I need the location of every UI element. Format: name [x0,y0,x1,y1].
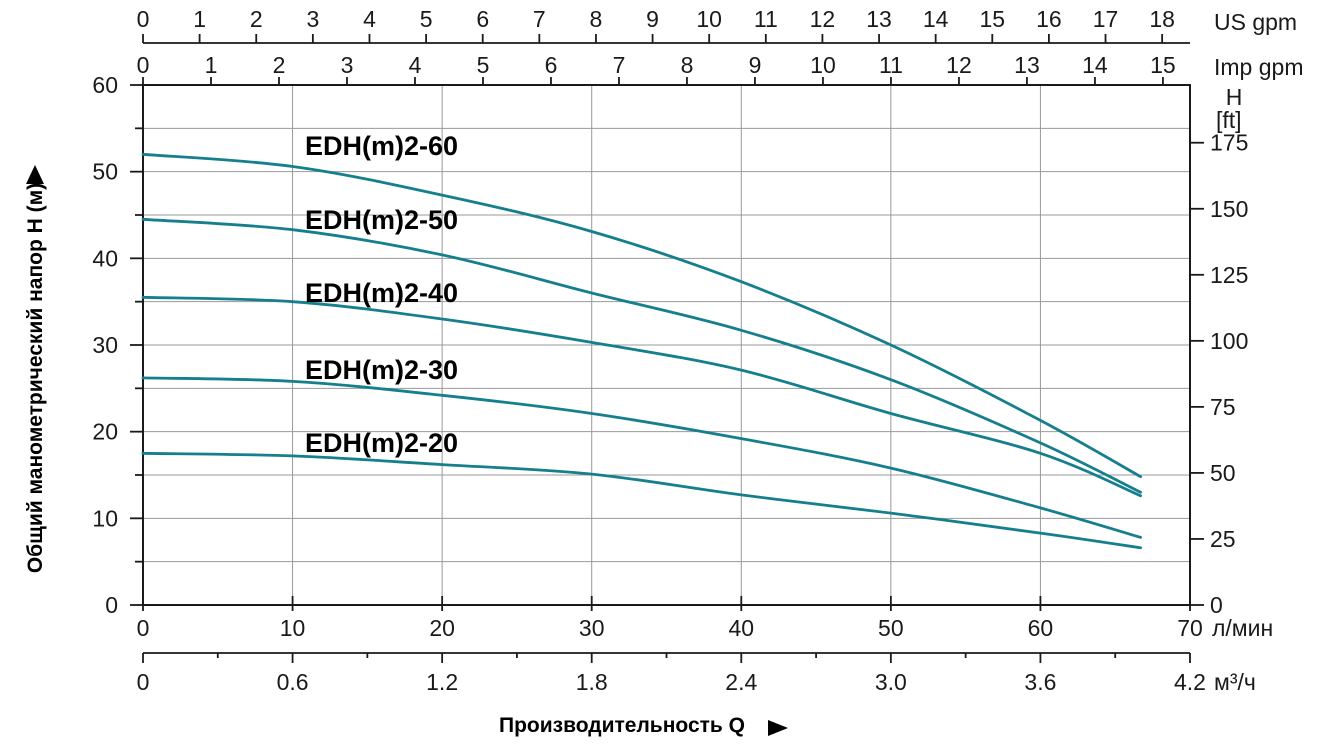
ft-axis-label-unit: [ft] [1216,107,1242,133]
svg-text:30: 30 [92,332,118,358]
svg-text:175: 175 [1210,130,1248,156]
svg-text:5: 5 [420,6,433,32]
svg-text:0.6: 0.6 [277,669,309,695]
svg-text:18: 18 [1149,6,1175,32]
svg-text:4: 4 [363,6,376,32]
svg-text:50: 50 [92,159,118,185]
svg-text:16: 16 [1036,6,1062,32]
svg-text:2: 2 [273,52,286,78]
svg-text:60: 60 [92,72,118,98]
svg-text:10: 10 [696,6,722,32]
y-axis-title: Общий манометрический напор H (м) [24,183,47,573]
svg-text:100: 100 [1210,328,1248,354]
svg-text:4.2: 4.2 [1174,669,1206,695]
svg-text:14: 14 [1082,52,1108,78]
svg-text:1: 1 [205,52,218,78]
svg-text:50: 50 [878,615,904,641]
pump-curve-EDH(m)2-50 [141,217,1142,494]
svg-text:7: 7 [613,52,626,78]
pump-curve-EDH(m)2-60 [141,152,1142,479]
svg-text:25: 25 [1210,526,1236,552]
svg-text:10: 10 [810,52,836,78]
svg-text:15: 15 [1150,52,1176,78]
svg-text:5: 5 [477,52,490,78]
imp-gpm-unit-label: Imp gpm [1214,54,1303,80]
svg-text:11: 11 [754,6,778,32]
svg-text:1: 1 [193,6,206,32]
svg-text:3.0: 3.0 [875,669,907,695]
svg-text:11: 11 [879,52,903,78]
lmin-unit-label: л/мин [1212,615,1273,641]
svg-text:12: 12 [946,52,972,78]
ft-axis-label-h: H [1226,84,1243,110]
us-gpm-unit-label: US gpm [1214,9,1297,35]
svg-text:2: 2 [250,6,263,32]
plot-border [142,84,1191,606]
svg-text:0: 0 [137,52,150,78]
gridlines [144,86,1189,604]
svg-text:75: 75 [1210,394,1236,420]
svg-text:3.6: 3.6 [1024,669,1056,695]
svg-text:0: 0 [137,6,150,32]
y-axis-arrow-icon [26,165,44,184]
svg-text:60: 60 [1028,615,1054,641]
svg-text:14: 14 [923,6,949,32]
svg-text:10: 10 [92,505,118,531]
pump-curves [141,152,1142,550]
svg-text:1.2: 1.2 [426,669,458,695]
svg-text:13: 13 [1014,52,1040,78]
curve-label-EDH(m)2-20: EDH(m)2-20 [305,428,458,458]
svg-text:9: 9 [646,6,659,32]
svg-text:8: 8 [590,6,603,32]
x-axis-arrow-icon [768,720,788,736]
x-axis-title: Производительность Q [499,714,745,737]
svg-text:8: 8 [681,52,694,78]
svg-text:7: 7 [533,6,546,32]
svg-text:70: 70 [1177,615,1203,641]
m3h-unit-label: м³/ч [1214,669,1256,695]
curve-label-EDH(m)2-60: EDH(m)2-60 [305,131,458,161]
svg-text:2.4: 2.4 [725,669,757,695]
svg-text:40: 40 [92,245,118,271]
svg-text:0: 0 [137,669,150,695]
svg-text:20: 20 [429,615,455,641]
svg-text:4: 4 [409,52,422,78]
curve-label-EDH(m)2-40: EDH(m)2-40 [305,278,458,308]
pump-curve-EDH(m)2-20 [141,451,1142,550]
curve-label-EDH(m)2-30: EDH(m)2-30 [305,355,458,385]
svg-text:17: 17 [1093,6,1119,32]
svg-text:40: 40 [728,615,754,641]
svg-text:13: 13 [866,6,892,32]
svg-text:1.8: 1.8 [576,669,608,695]
svg-text:30: 30 [579,615,605,641]
svg-text:0: 0 [1210,592,1223,618]
svg-text:3: 3 [341,52,354,78]
svg-text:12: 12 [810,6,836,32]
svg-text:9: 9 [749,52,762,78]
svg-text:0: 0 [105,592,118,618]
svg-text:3: 3 [306,6,319,32]
curve-label-EDH(m)2-50: EDH(m)2-50 [305,205,458,235]
curve-labels: EDH(m)2-60 EDH(m)2-50 EDH(m)2-40 EDH(m)2-30… [305,131,458,458]
svg-text:20: 20 [92,419,118,445]
svg-text:125: 125 [1210,262,1248,288]
svg-text:50: 50 [1210,460,1236,486]
pump-curve-EDH(m)2-40 [141,295,1142,498]
svg-text:150: 150 [1210,196,1248,222]
svg-text:0: 0 [137,615,150,641]
svg-text:6: 6 [476,6,489,32]
svg-text:15: 15 [979,6,1005,32]
svg-text:6: 6 [545,52,558,78]
pump-curve-EDH(m)2-30 [141,376,1142,539]
svg-text:10: 10 [280,615,306,641]
